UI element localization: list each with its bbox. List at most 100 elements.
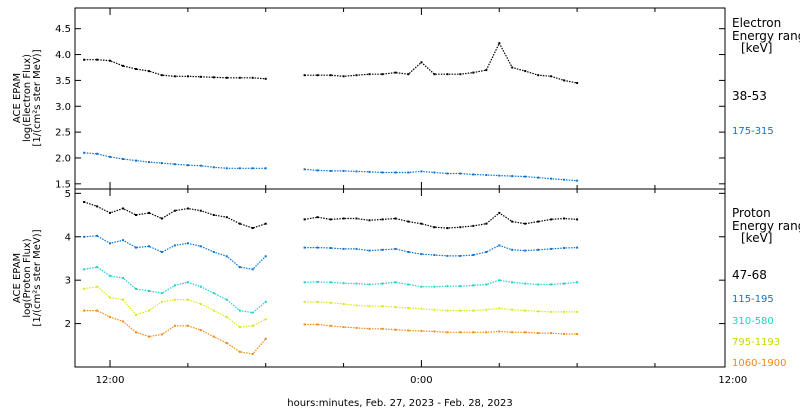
y-tick-label: 3.0 [55,102,71,113]
data-point [148,211,150,214]
data-point [511,248,514,251]
data-point [485,308,488,311]
data-point [109,59,111,62]
data-point [563,79,566,82]
data-point [472,254,475,256]
data-point [576,281,579,284]
data-point [109,316,111,319]
proton-legend-series-5: 1060-1900 [732,358,787,369]
data-point [173,284,176,287]
data-point [576,333,579,335]
series-175-315 [83,151,579,182]
data-point [264,318,267,321]
data-point [303,246,306,249]
data-point [355,282,358,285]
data-point [485,222,488,225]
data-point [485,283,488,286]
data-point [173,324,176,327]
data-point [160,300,163,303]
ticks-layer: 12:00 0:00 12:00 1.5 2.0 2.5 3.0 3.5 4.0 4.5 2 3 4 5 [55,8,747,386]
data-point [122,320,124,323]
data-point [368,73,371,76]
data-point [381,305,384,308]
data-point [511,308,514,311]
data-point [329,301,332,304]
data-point [122,298,124,301]
data-point [550,177,553,180]
data-point [433,285,436,288]
data-point [225,216,228,219]
data-point [472,309,475,312]
data-point [394,328,397,331]
data-point [342,217,345,220]
data-point [355,247,358,250]
data-point [342,169,345,172]
data-point [433,171,436,174]
data-point [381,218,384,221]
data-point [316,216,319,219]
data-point [186,242,189,245]
data-point [212,335,215,338]
data-point [109,155,111,158]
data-point [355,74,358,77]
data-point [537,332,540,335]
data-point [342,282,345,285]
series-38-53 [83,41,579,84]
data-point [238,266,241,269]
data-point [576,310,579,313]
electron-ylabel-line1: ACE EPAM [12,73,23,123]
data-point [537,220,540,223]
data-point [251,167,254,170]
electron-legend-series-1: 38-53 [732,89,767,103]
data-point [212,292,215,295]
data-point [329,74,332,77]
data-point [199,245,202,248]
data-point [472,331,475,334]
data-point [563,333,566,335]
data-point [251,227,254,230]
data-point [524,309,527,312]
data-point [264,222,267,225]
data-point [122,239,124,242]
series-115-195 [83,234,579,271]
data-point [199,329,202,332]
series-47-68 [83,201,579,230]
data-point [148,161,150,164]
data-point [212,166,215,169]
data-point [122,207,124,210]
data-point [83,235,86,238]
data-point [394,71,397,74]
data-point [109,242,111,245]
data-point [381,282,384,285]
series-line [83,266,578,314]
data-point [135,287,137,290]
data-point [199,303,202,305]
data-point [186,324,189,327]
data-point [433,308,436,311]
data-point [563,217,566,220]
y-tick-label: 2.5 [55,128,71,139]
data-point [498,279,501,282]
data-point [264,77,267,80]
data-point [186,164,189,167]
data-point [329,218,332,221]
data-point [186,207,189,210]
data-point [251,268,254,271]
data-point [368,327,371,330]
data-point [433,73,436,76]
data-point [96,58,99,61]
electron-ylabel-line2: log(Electron Flux) [22,54,33,142]
data-point [498,211,501,214]
data-point [446,254,449,257]
data-point [329,247,332,249]
data-point [446,309,449,312]
data-point [446,73,449,76]
data-point [225,255,228,258]
data-point [576,218,579,221]
data-point [173,163,176,166]
data-point [472,224,475,227]
data-point [148,290,150,292]
data-point [537,74,540,77]
data-point [420,170,423,173]
data-point [524,70,527,73]
